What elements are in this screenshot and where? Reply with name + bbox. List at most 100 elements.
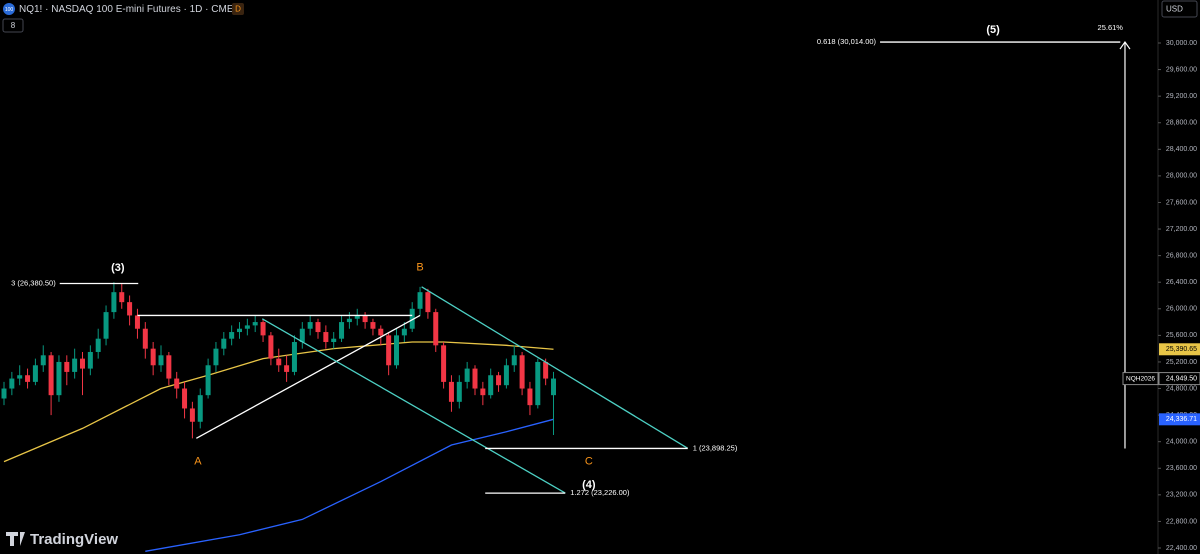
y-tick-label: 25,600.00 xyxy=(1166,332,1197,339)
projection-label: 25.61% xyxy=(1098,23,1124,32)
candle-body xyxy=(284,365,290,372)
candle-body xyxy=(197,395,203,422)
candle-body xyxy=(503,365,509,386)
candle-body xyxy=(488,375,494,396)
candle-body xyxy=(221,338,227,349)
indicator-count: 8 xyxy=(11,21,16,30)
price-tag-label: 24,336.71 xyxy=(1166,416,1197,423)
candle-body xyxy=(472,368,478,389)
candle-body xyxy=(72,358,78,372)
candle-body xyxy=(315,322,321,333)
candle-body xyxy=(268,335,274,359)
symbol-icon xyxy=(3,3,15,15)
arrow-head xyxy=(1119,41,1131,50)
candle-body xyxy=(362,315,368,323)
wave-label: (3) xyxy=(111,262,125,274)
price-tag xyxy=(1159,413,1200,426)
candle-body xyxy=(425,292,431,313)
wave-label: (5) xyxy=(986,24,1000,36)
candle-body xyxy=(56,361,62,396)
candle-body xyxy=(213,348,219,366)
candle-body xyxy=(456,381,462,402)
candle-body xyxy=(80,358,85,369)
candle-body xyxy=(17,375,23,379)
y-tick-label: 25,200.00 xyxy=(1166,359,1197,366)
wave-label: A xyxy=(194,456,202,468)
candle-body xyxy=(25,375,31,382)
candle-body xyxy=(260,322,266,336)
candle-body xyxy=(237,328,242,333)
candle-body xyxy=(119,292,125,303)
candle-body xyxy=(174,378,180,389)
price-tag-label: 24,949.50 xyxy=(1166,375,1197,382)
watermark: TradingView xyxy=(30,531,118,548)
wave-label: B xyxy=(416,261,423,273)
y-tick-label: 28,800.00 xyxy=(1166,120,1197,127)
price-tag xyxy=(1158,372,1200,386)
y-tick-label: 22,400.00 xyxy=(1166,545,1197,552)
y-tick-label: 28,400.00 xyxy=(1166,146,1197,153)
candle-body xyxy=(535,361,541,406)
candle-body xyxy=(464,368,470,382)
tag-name: NQH2026 xyxy=(1126,375,1155,382)
candle-body xyxy=(276,358,282,366)
currency-button[interactable] xyxy=(1161,0,1198,18)
candle-body xyxy=(134,315,140,329)
badge-box xyxy=(232,3,244,15)
candle-body xyxy=(40,355,46,366)
y-tick-label: 29,600.00 xyxy=(1166,66,1197,73)
candle-body xyxy=(299,328,305,343)
candle-body xyxy=(417,292,423,309)
candle-body xyxy=(409,308,415,329)
candle-body xyxy=(386,335,392,366)
candle-body xyxy=(527,388,533,406)
moving-average xyxy=(3,341,554,463)
y-tick-label: 26,400.00 xyxy=(1166,279,1197,286)
y-tick-label: 24,000.00 xyxy=(1166,439,1197,446)
tag-name-box xyxy=(1122,372,1159,386)
chart-title: NQ1! · NASDAQ 100 E-mini Futures · 1D · … xyxy=(19,4,234,15)
fib-label: 3 (26,380.50) xyxy=(11,278,56,287)
y-tick-label: 24,800.00 xyxy=(1166,385,1197,392)
watermark-logo xyxy=(6,532,25,546)
candle-body xyxy=(87,351,93,369)
symbol-badge: 100 xyxy=(5,7,14,13)
candle-body xyxy=(244,325,250,329)
y-tick-label: 30,000.00 xyxy=(1166,40,1197,47)
candle-body xyxy=(182,388,188,409)
badge: D xyxy=(235,5,241,14)
y-tick-label: 26,000.00 xyxy=(1166,306,1197,313)
candle-body xyxy=(480,388,486,396)
candle-body xyxy=(346,318,352,323)
trendline xyxy=(196,314,421,439)
candle-body xyxy=(291,342,297,372)
candle-body xyxy=(158,355,164,366)
y-tick-label: 23,200.00 xyxy=(1166,492,1197,499)
candle-body xyxy=(511,355,517,366)
candle-body xyxy=(551,378,556,396)
y-tick-label: 29,200.00 xyxy=(1166,93,1197,100)
candle-body xyxy=(354,315,360,319)
trendline xyxy=(261,318,566,494)
candle-body xyxy=(378,328,384,336)
candle-body xyxy=(32,365,38,382)
candle-body xyxy=(142,328,148,349)
candle-body xyxy=(433,312,439,346)
candle-body xyxy=(229,332,235,339)
candle-body xyxy=(519,355,525,389)
price-tag xyxy=(1159,343,1200,356)
candle-body xyxy=(9,378,15,389)
indicator-toggle[interactable] xyxy=(2,18,24,33)
fib-label: 1.272 (23,226.00) xyxy=(570,488,630,497)
candle-body xyxy=(252,322,258,326)
wave-label: (4) xyxy=(582,479,596,491)
candle-body xyxy=(448,381,454,402)
candle-body xyxy=(307,322,313,329)
candle-body xyxy=(48,355,54,396)
candle-body xyxy=(496,375,502,386)
fib-label: 0.618 (30,014.00) xyxy=(817,37,877,46)
fib-label: 1 (23,898.25) xyxy=(693,443,738,452)
